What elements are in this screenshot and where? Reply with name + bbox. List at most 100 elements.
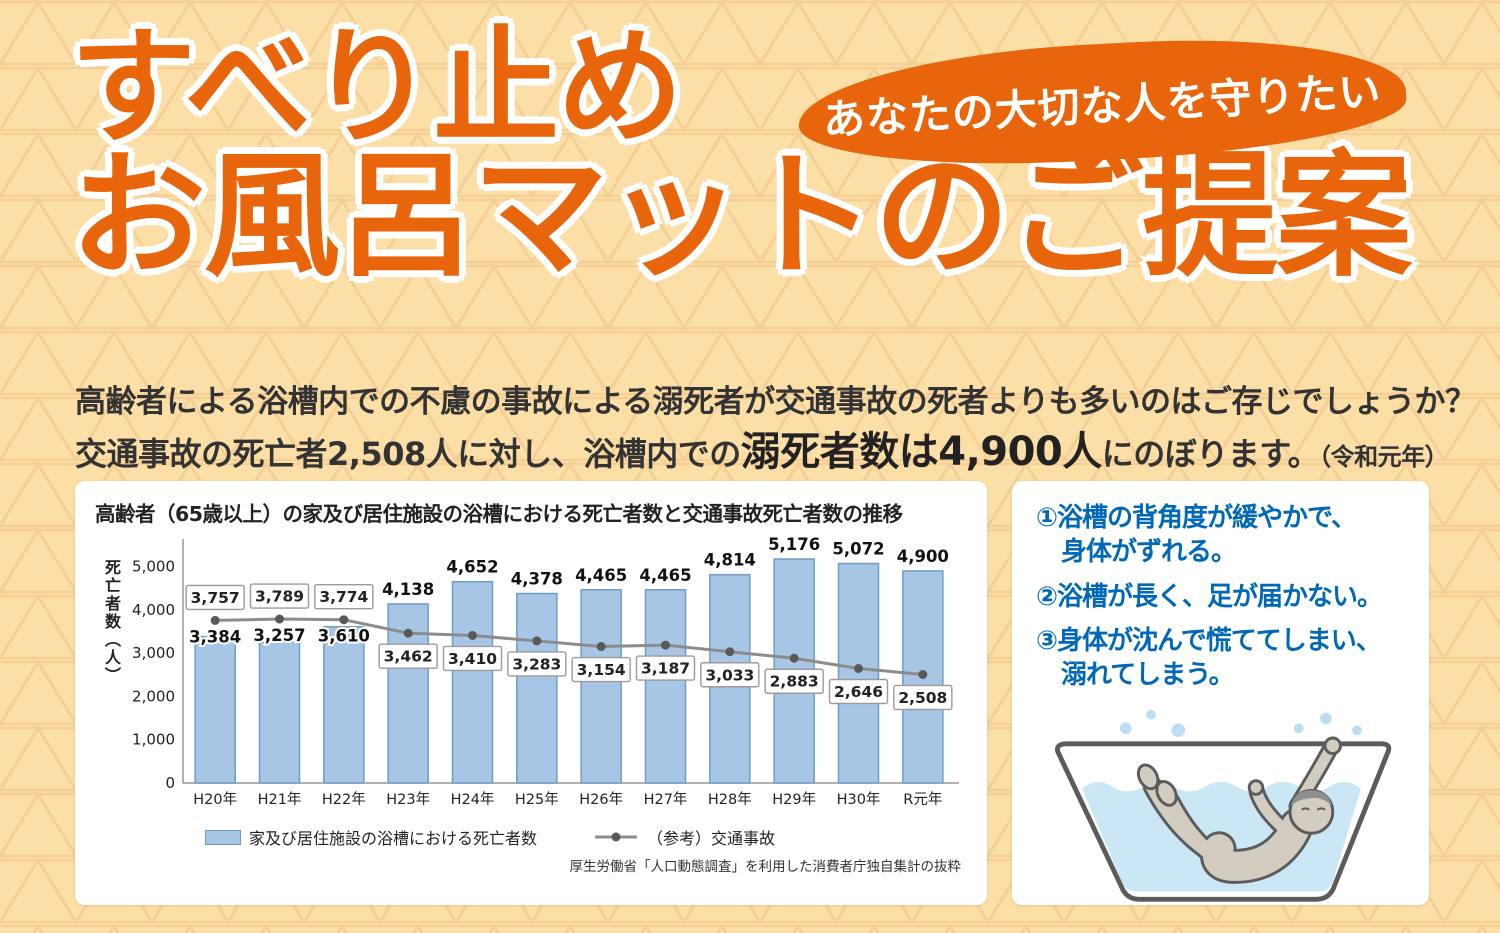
line-value-label: 3,033 xyxy=(705,666,754,684)
line-value-box xyxy=(700,662,760,688)
speech-bubble-tail xyxy=(1067,153,1107,183)
y-tick-label: 5,000 xyxy=(132,558,175,576)
y-tick-label: 1,000 xyxy=(132,731,175,749)
chart-title: 高齢者（65歳以上）の家及び居住施設の浴槽における死亡者数と交通事故死亡者数の推… xyxy=(95,502,903,526)
person-extremities xyxy=(1136,736,1342,807)
x-tick-label: H23年 xyxy=(386,791,430,808)
bathtub-illustration xyxy=(1036,703,1409,913)
line-marker xyxy=(918,669,928,679)
line-marker xyxy=(596,642,606,652)
x-tick-label: H21年 xyxy=(258,791,302,808)
x-tick-label: H24年 xyxy=(451,791,495,808)
line-value-box xyxy=(571,656,631,683)
line-marker xyxy=(661,640,670,650)
x-tick-label: H20年 xyxy=(193,791,237,808)
line-value-label: 3,757 xyxy=(191,589,240,607)
y-tick-label: 3,000 xyxy=(132,644,175,662)
trend-line xyxy=(215,617,923,676)
line-value-box xyxy=(185,584,245,611)
bar-value-label: 4,814 xyxy=(704,551,756,570)
y-tick-label: 0 xyxy=(165,774,175,792)
x-tick-label: H30年 xyxy=(837,791,881,808)
line-value-box xyxy=(442,645,503,672)
legend-line-swatch xyxy=(595,832,638,842)
bar xyxy=(580,589,622,784)
legend-bath-label: 家及び居住施設の浴槽における死亡者数 xyxy=(249,829,538,848)
x-tick-label: H29年 xyxy=(772,791,816,808)
line-marker xyxy=(532,636,542,646)
x-tick-label: H26年 xyxy=(579,791,623,808)
legend-bar-swatch xyxy=(205,829,241,845)
line-value-label: 2,646 xyxy=(834,683,883,701)
reasons-panel: ①浴槽の背角度が緩やかで、 身体がずれる。 ②浴槽が長く、足が届かない。 ③身体が沈… xyxy=(1012,481,1429,905)
line-marker xyxy=(789,653,799,663)
legend-item-bath: 家及び居住施設の浴槽における死亡者数 xyxy=(205,825,537,849)
y-tick-label: 4,000 xyxy=(132,601,175,619)
line-value-label: 2,508 xyxy=(898,689,947,707)
line-value-label: 3,187 xyxy=(641,660,690,678)
intro-line1: 高齢者による浴槽内での不慮の事故による溺死者が交通事故の死者よりも多いのはご存じ… xyxy=(75,384,1476,420)
line-value-label: 3,410 xyxy=(448,650,497,668)
x-tick-label: R元年 xyxy=(903,791,942,808)
chart-legend: 家及び居住施設の浴槽における死亡者数 （参考）交通事故 xyxy=(205,825,967,849)
line-value-box xyxy=(249,583,310,609)
headline-line2: お風呂マットのご提案 xyxy=(70,138,1412,297)
intro-line2-note: （令和元年） xyxy=(1319,443,1449,471)
deaths-chart: 0 1,000 2,000 3,000 4,000 5,000 H20年 H21年 H22年 H2… xyxy=(132,533,959,808)
bar-value-label: 4,652 xyxy=(446,558,498,577)
line-value-label: 2,883 xyxy=(770,673,819,691)
speech-bubble-text: あなたの大切な人を守りたい xyxy=(821,65,1383,145)
bar-value-label: 3,610 xyxy=(318,627,370,646)
line-marker xyxy=(854,664,863,674)
bar-value-label: 5,072 xyxy=(832,540,884,559)
bar-value-label: 4,378 xyxy=(511,570,563,589)
x-tick-label: H25年 xyxy=(515,791,559,808)
line-value-box xyxy=(635,655,696,681)
bar xyxy=(644,589,687,784)
line-marker xyxy=(339,615,349,625)
line-value-label: 3,283 xyxy=(512,655,561,673)
bar xyxy=(516,592,558,784)
line-value-box xyxy=(507,651,567,677)
headline-line1: すべり止め xyxy=(70,14,683,161)
x-tick-label: H27年 xyxy=(644,791,688,808)
bar-value-label: 4,465 xyxy=(575,566,627,585)
intro-line2-highlight: 溺死者数は4,900人 xyxy=(740,429,1103,475)
bar-value-label: 4,465 xyxy=(639,566,691,585)
intro-line2-prefix: 交通事故の死亡者2,508人に対し、浴槽内での xyxy=(75,435,741,473)
reasons-list: ①浴槽の背角度が緩やかで、 身体がずれる。 ②浴槽が長く、足が届かない。 ③身体が沈… xyxy=(1036,501,1409,693)
bar-value-label: 5,176 xyxy=(768,535,820,554)
chart-y-axis-label: 死亡者数（人） xyxy=(102,559,121,685)
source-note: 厚生労働省「人口動態調査」を利用した消費者庁独自集計の抜粋 xyxy=(569,859,962,875)
line-value-box xyxy=(378,643,438,669)
bar xyxy=(194,635,236,784)
legend-item-traffic: （参考）交通事故 xyxy=(593,825,775,849)
line-marker xyxy=(725,647,735,657)
x-tick-label: H28年 xyxy=(708,791,752,808)
line-marker xyxy=(403,628,413,638)
bar-value-label: 4,138 xyxy=(382,580,434,599)
line-value-label: 3,789 xyxy=(255,588,304,606)
person-head xyxy=(1288,788,1335,835)
line-value-label: 3,774 xyxy=(319,588,368,606)
intro-line2-suffix: にのぼります。 xyxy=(1101,435,1320,473)
bar-value-label: 4,900 xyxy=(897,547,949,566)
line-value-label: 3,154 xyxy=(577,661,626,679)
bar xyxy=(837,562,880,784)
reason-item: ①浴槽の背角度が緩やかで、 身体がずれる。 xyxy=(1036,503,1357,568)
intro-line2: 交通事故の死亡者2,508人に対し、浴槽内での溺死者数は4,900人にのぼります… xyxy=(75,419,1449,477)
legend-traffic-label: （参考）交通事故 xyxy=(647,829,776,848)
bar-value-label: 3,257 xyxy=(253,626,305,645)
bar-value-label: 3,384 xyxy=(189,627,241,646)
line-value-box xyxy=(314,583,374,610)
line-marker xyxy=(275,614,284,624)
line-value-box xyxy=(764,668,824,694)
headline: すべり止め お風呂マットのご提案 xyxy=(70,14,1412,297)
bar xyxy=(323,626,365,784)
bar xyxy=(258,641,301,784)
line-marker xyxy=(210,615,220,625)
bar xyxy=(451,580,494,784)
chart-panel: 高齢者（65歳以上）の家及び居住施設の浴槽における死亡者数と交通事故死亡者数の推… xyxy=(75,481,987,905)
x-tick-label: H22年 xyxy=(322,791,366,808)
